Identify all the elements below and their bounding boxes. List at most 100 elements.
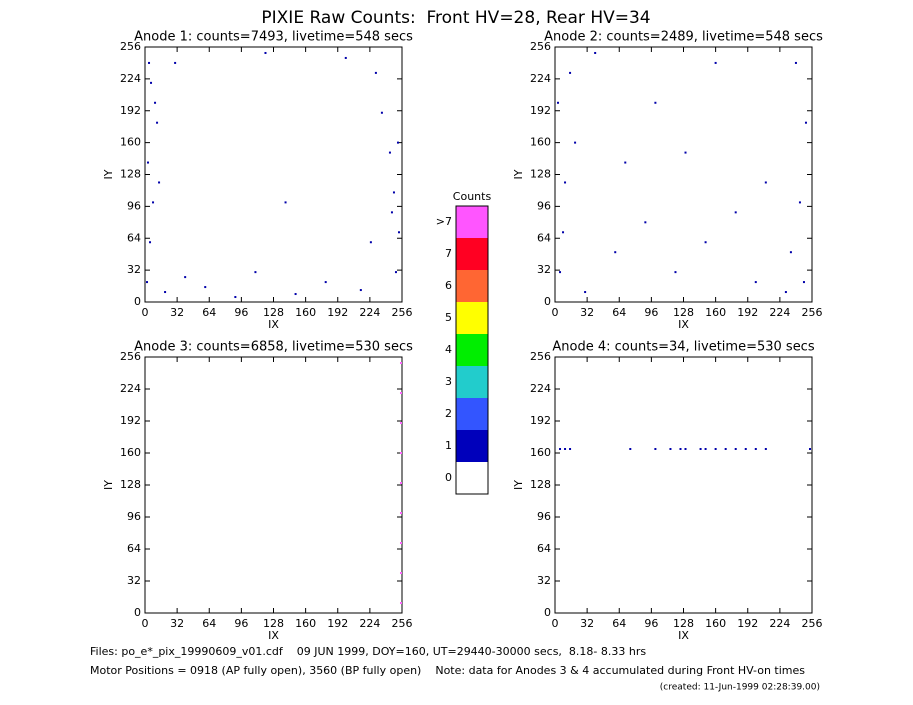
colorbar-title: Counts: [453, 190, 492, 203]
x-tick-label: 192: [737, 617, 758, 630]
colorbar-swatch: [456, 430, 488, 462]
colorbar-swatch: [456, 206, 488, 238]
colorbar-label: 0: [445, 471, 452, 484]
count-pixel: [704, 241, 707, 244]
x-tick-label: 128: [263, 306, 284, 319]
x-tick-label: 128: [263, 617, 284, 630]
count-pixel: [684, 448, 687, 450]
count-pixel: [399, 512, 402, 514]
x-tick-label: 96: [234, 617, 248, 630]
colorbar-label: 2: [445, 407, 452, 420]
y-tick-label: 64: [537, 542, 551, 555]
x-tick-label: 64: [202, 306, 216, 319]
x-tick-label: 64: [612, 306, 626, 319]
count-pixel: [679, 448, 682, 450]
x-axis-label: IX: [268, 629, 279, 642]
count-pixel: [184, 276, 187, 279]
y-tick-label: 96: [127, 510, 141, 523]
y-tick-label: 128: [120, 478, 141, 491]
count-pixel: [397, 231, 400, 234]
count-pixel: [559, 448, 562, 450]
x-tick-label: 64: [202, 617, 216, 630]
y-tick-label: 256: [120, 350, 141, 363]
count-pixel: [764, 448, 767, 450]
y-axis-label: IY: [102, 480, 115, 490]
count-pixel: [152, 201, 155, 204]
colorbar-swatch: [456, 302, 488, 334]
count-pixel: [654, 448, 657, 450]
x-tick-label: 96: [644, 306, 658, 319]
colorbar-label: 4: [445, 343, 452, 356]
x-tick-label: 160: [295, 617, 316, 630]
count-pixel: [804, 121, 807, 124]
count-pixel: [562, 231, 565, 234]
y-tick-label: 64: [537, 231, 551, 244]
colorbar-label: 1: [445, 439, 452, 452]
count-pixel: [399, 452, 402, 454]
x-tick-label: 0: [142, 617, 149, 630]
count-pixel: [146, 281, 149, 284]
x-tick-label: 0: [142, 306, 149, 319]
x-tick-label: 32: [580, 617, 594, 630]
count-pixel: [744, 448, 747, 450]
count-pixel: [399, 572, 402, 574]
count-pixel: [644, 221, 647, 224]
y-tick-label: 32: [537, 574, 551, 587]
count-pixel: [798, 201, 801, 204]
footer-files: Files: po_e*_pix_19990609_v01.cdf 09 JUN…: [90, 645, 646, 658]
y-tick-label: 160: [530, 136, 551, 149]
panel-title: Anode 3: counts=6858, livetime=530 secs: [134, 340, 413, 355]
colorbar-swatch: [456, 270, 488, 302]
count-pixel: [154, 101, 157, 104]
count-pixel: [147, 161, 150, 164]
page-title: PIXIE Raw Counts: Front HV=28, Rear HV=3…: [261, 8, 650, 28]
colorbar-swatch: [456, 366, 488, 398]
count-pixel: [789, 251, 792, 254]
y-tick-label: 96: [537, 510, 551, 523]
y-tick-label: 160: [120, 446, 141, 459]
y-tick-label: 0: [134, 295, 141, 308]
colorbar-label: 5: [445, 311, 452, 324]
x-tick-label: 256: [802, 306, 823, 319]
y-axis-label: IY: [512, 480, 525, 490]
panel-title: Anode 4: counts=34, livetime=530 secs: [552, 340, 814, 355]
count-pixel: [569, 71, 572, 74]
count-pixel: [699, 448, 702, 450]
y-tick-label: 96: [127, 199, 141, 212]
count-pixel: [594, 51, 597, 54]
y-axis-label: IY: [512, 169, 525, 179]
y-tick-label: 224: [530, 382, 551, 395]
y-tick-label: 128: [120, 168, 141, 181]
count-pixel: [684, 151, 687, 154]
count-pixel: [754, 448, 757, 450]
x-axis-label: IX: [678, 629, 689, 642]
count-pixel: [359, 289, 362, 292]
count-pixel: [388, 151, 391, 154]
footer-created: (created: 11-Jun-1999 02:28:39.00): [660, 683, 820, 693]
y-tick-label: 224: [120, 72, 141, 85]
x-tick-label: 64: [612, 617, 626, 630]
count-pixel: [669, 448, 672, 450]
y-tick-label: 0: [544, 606, 551, 619]
x-tick-label: 160: [295, 306, 316, 319]
count-pixel: [264, 51, 267, 54]
y-tick-label: 224: [120, 382, 141, 395]
count-pixel: [564, 181, 567, 184]
y-tick-label: 192: [530, 104, 551, 117]
count-pixel: [794, 61, 797, 64]
colorbar-swatch: [456, 398, 488, 430]
count-pixel: [734, 448, 737, 450]
x-tick-label: 96: [234, 306, 248, 319]
count-pixel: [734, 211, 737, 214]
count-pixel: [808, 448, 811, 450]
count-pixel: [674, 271, 677, 274]
count-pixel: [396, 141, 399, 144]
count-pixel: [380, 111, 383, 114]
colorbar-label: >7: [436, 215, 452, 228]
y-tick-label: 32: [127, 263, 141, 276]
y-tick-label: 64: [127, 231, 141, 244]
count-pixel: [557, 101, 560, 104]
count-pixel: [399, 422, 402, 424]
x-tick-label: 32: [580, 306, 594, 319]
count-pixel: [150, 81, 153, 84]
